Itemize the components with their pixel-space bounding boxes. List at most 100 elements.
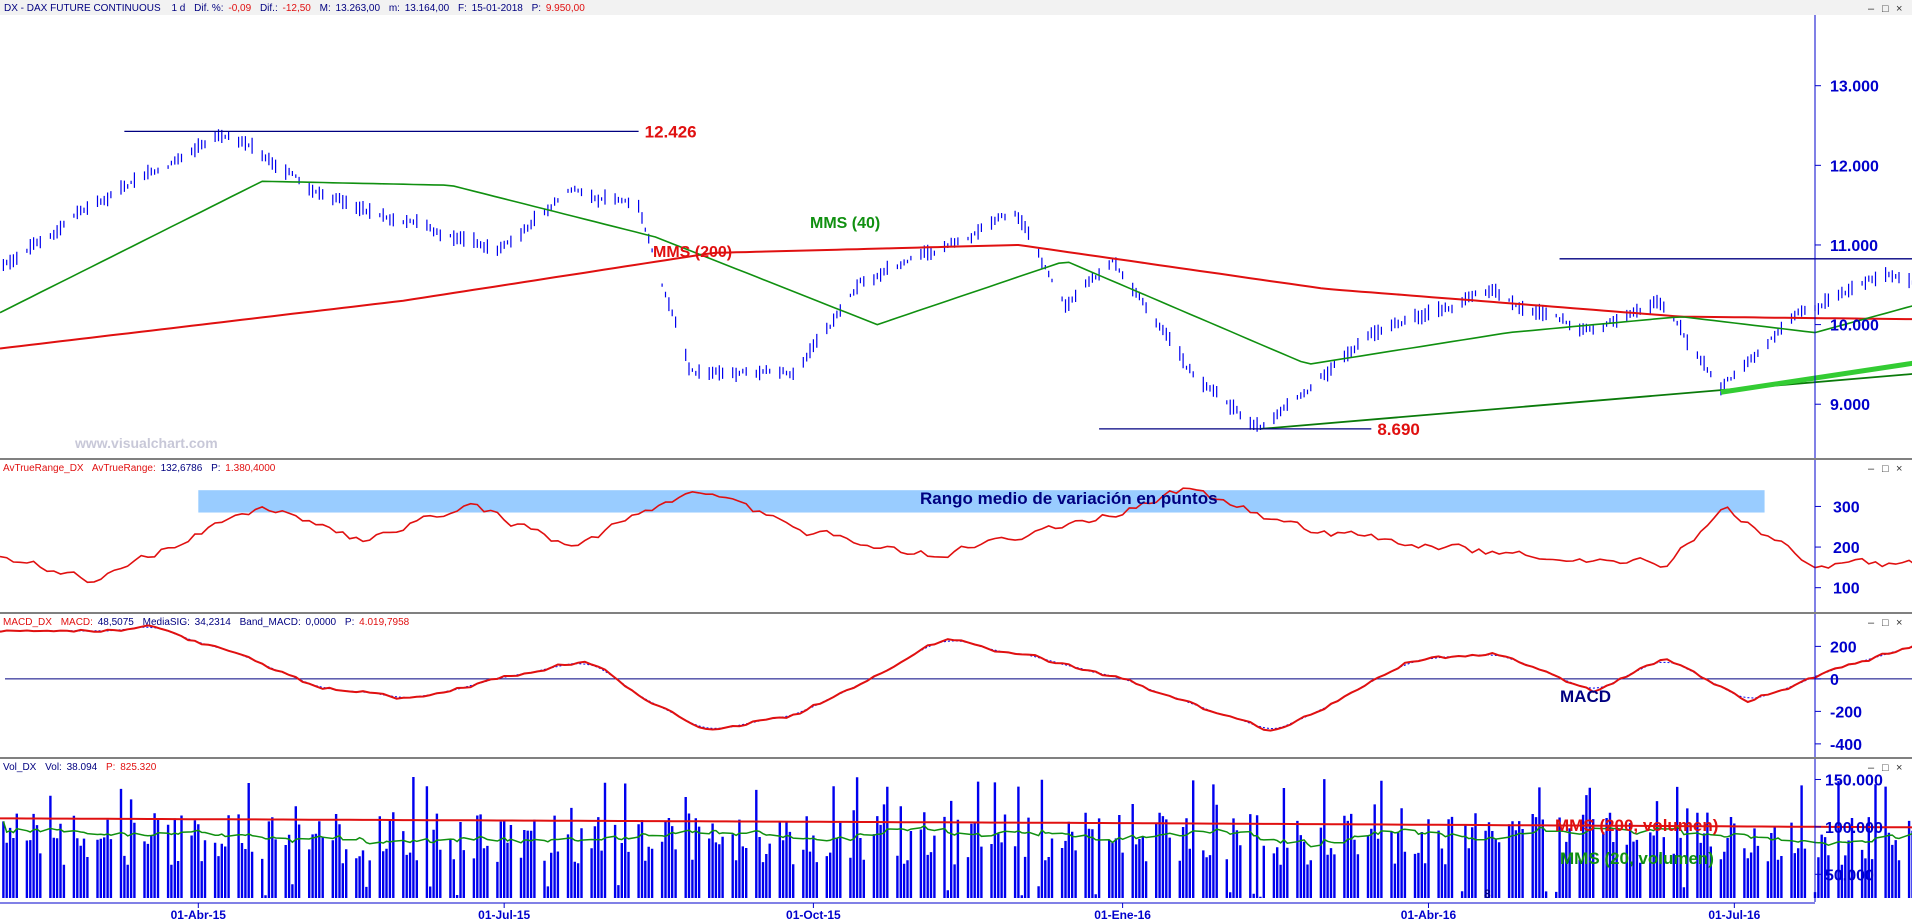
atr-tick-label: 200 (1833, 540, 1860, 557)
trendline-thin (1260, 373, 1912, 430)
price-header-difpct-label: Dif. %: (194, 3, 223, 14)
volume-tick-label: 150.000 (1825, 772, 1883, 789)
price-tick-label: 13.000 (1830, 79, 1879, 96)
atr-close-button[interactable]: × (1896, 463, 1902, 475)
price-plot: 13.53313.33612.731 / 12.67212.42611.8631… (0, 122, 1912, 439)
atr-window-controls: – □ × (1868, 463, 1902, 475)
x-tick-label: 01-Jul-15 (478, 908, 530, 922)
atr-header-value-label: AvTrueRange: (92, 463, 156, 474)
atr-maximize-button[interactable]: □ (1882, 463, 1889, 475)
macd-header-macd-value: 48,5075 (98, 617, 135, 628)
price-header-name: DX - DAX FUTURE CONTINUOUS (4, 3, 161, 14)
volume-stray-label: 8 (1484, 887, 1491, 901)
atr-highlight (198, 490, 1765, 513)
volume-header-vol-label: Vol: (45, 762, 62, 773)
price-header-dif-value: -12,50 (283, 3, 312, 14)
watermark: www.visualchart.com (74, 435, 218, 451)
macd-header-macd-label: MACD: (61, 617, 93, 628)
x-tick-label: 01-Jul-16 (1708, 908, 1760, 922)
macd-tick-label: -200 (1830, 704, 1862, 721)
volume-header-p-label: P: (106, 762, 115, 773)
price-window-controls: – □ × (1868, 3, 1902, 15)
price-tick-label: 9.000 (1830, 397, 1870, 414)
atr-header-value: 132,6786 (161, 463, 203, 474)
price-header-min-label: m: (389, 3, 400, 14)
x-tick-label: 01-Oct-15 (786, 908, 841, 922)
atr-annotation: Rango medio de variación en puntos (920, 489, 1218, 508)
atr-header-name: AvTrueRange_DX (3, 463, 84, 474)
level-label: 12.426 (645, 122, 697, 141)
volume-close-button[interactable]: × (1896, 762, 1902, 774)
macd-y-axis: 200 0 -200 -400 (1815, 639, 1862, 754)
volume-header-vol-value: 38.094 (67, 762, 98, 773)
macd-maximize-button[interactable]: □ (1882, 617, 1889, 629)
price-series (2, 129, 1912, 432)
atr-panel: AvTrueRange_DX AvTrueRange: 132,6786 P: … (0, 460, 1912, 612)
maximize-button[interactable]: □ (1882, 3, 1889, 15)
macd-header-band-label: Band_MACD: (240, 617, 301, 628)
volume-header-name: Vol_DX (3, 762, 37, 773)
x-tick-label: 01-Ene-16 (1094, 908, 1151, 922)
volume-annotation-ma200: MMS (200, volumen) (1555, 816, 1718, 835)
volume-tick-label: 50.000 (1825, 867, 1874, 884)
price-header-max-value: 13.263,00 (336, 3, 381, 14)
x-tick-label: 01-Abr-16 (1401, 908, 1457, 922)
macd-tick-label: 0 (1830, 672, 1839, 689)
atr-header-p-label: P: (211, 463, 220, 474)
atr-tick-label: 100 (1833, 581, 1860, 598)
price-header-min-value: 13.164,00 (405, 3, 450, 14)
macd-minimize-button[interactable]: – (1868, 617, 1875, 629)
price-tick-label: 12.000 (1830, 158, 1879, 175)
volume-minimize-button[interactable]: – (1868, 762, 1875, 774)
price-header-max-label: M: (320, 3, 331, 14)
macd-header: MACD_DX MACD: 48,5075 MediaSIG: 34,2314 … (3, 617, 410, 628)
atr-line (0, 487, 1912, 584)
price-header-difpct-value: -0,09 (228, 3, 251, 14)
volume-window-controls: – □ × (1868, 762, 1902, 774)
volume-header: Vol_DX Vol: 38.094 P: 825.320 (3, 762, 157, 773)
macd-header-sig-label: MediaSIG: (143, 617, 190, 628)
macd-header-sig-value: 34,2314 (195, 617, 232, 628)
x-tick-label: 01-Abr-15 (171, 908, 227, 922)
volume-annotation-ma20: MMS (20, volumen) (1560, 849, 1714, 868)
volume-tick-label: 100.000 (1825, 820, 1883, 837)
macd-header-p-value: 4.019,7958 (359, 617, 409, 628)
macd-window-controls: – □ × (1868, 617, 1902, 629)
price-header-date-value: 15-01-2018 (472, 3, 524, 14)
volume-panel: Vol_DX Vol: 38.094 P: 825.320 – □ × 150.… (0, 759, 1912, 902)
macd-annotation: MACD (1560, 687, 1611, 706)
volume-maximize-button[interactable]: □ (1882, 762, 1889, 774)
macd-header-band-value: 0,0000 (306, 617, 337, 628)
price-header-dif-label: Dif.: (260, 3, 278, 14)
annotation-ma200: MMS (200) (653, 244, 732, 261)
atr-header-p-value: 1.380,4000 (225, 463, 275, 474)
macd-tick-label: 200 (1830, 639, 1857, 656)
macd-panel: MACD_DX MACD: 48,5075 MediaSIG: 34,2314 … (0, 614, 1912, 757)
price-levels: 13.53313.33612.731 / 12.67212.42611.8631… (124, 122, 1912, 439)
macd-close-button[interactable]: × (1896, 617, 1902, 629)
price-header-period: 1 d (171, 3, 185, 14)
volume-ma200-line (0, 817, 1912, 829)
price-header-p-value: 9.950,00 (546, 3, 585, 14)
atr-tick-label: 300 (1833, 499, 1860, 516)
price-header: DX - DAX FUTURE CONTINUOUS 1 d Dif. %: -… (4, 3, 585, 14)
ma40-line (0, 180, 1912, 365)
annotation-ma40: MMS (40) (810, 215, 880, 232)
price-bars (2, 129, 1912, 432)
volume-y-axis: 150.000 100.000 50.000 (1815, 772, 1883, 884)
volume-header-p-value: 825.320 (120, 762, 157, 773)
close-button[interactable]: × (1896, 3, 1902, 15)
price-header-bar (0, 0, 1912, 15)
level-label: 8.690 (1377, 420, 1420, 439)
price-tick-label: 11.000 (1830, 238, 1878, 255)
atr-header: AvTrueRange_DX AvTrueRange: 132,6786 P: … (3, 463, 276, 474)
atr-minimize-button[interactable]: – (1868, 463, 1875, 475)
atr-y-axis: 300 200 100 (1815, 499, 1860, 598)
atr-plot (0, 487, 1912, 584)
volume-bars (2, 777, 1912, 898)
price-panel: DX - DAX FUTURE CONTINUOUS 1 d Dif. %: -… (0, 0, 1912, 458)
macd-line (0, 624, 1912, 732)
x-axis: 01-Abr-15 01-Jul-15 01-Oct-15 01-Ene-16 01-A… (171, 903, 1761, 922)
minimize-button[interactable]: – (1868, 3, 1875, 15)
